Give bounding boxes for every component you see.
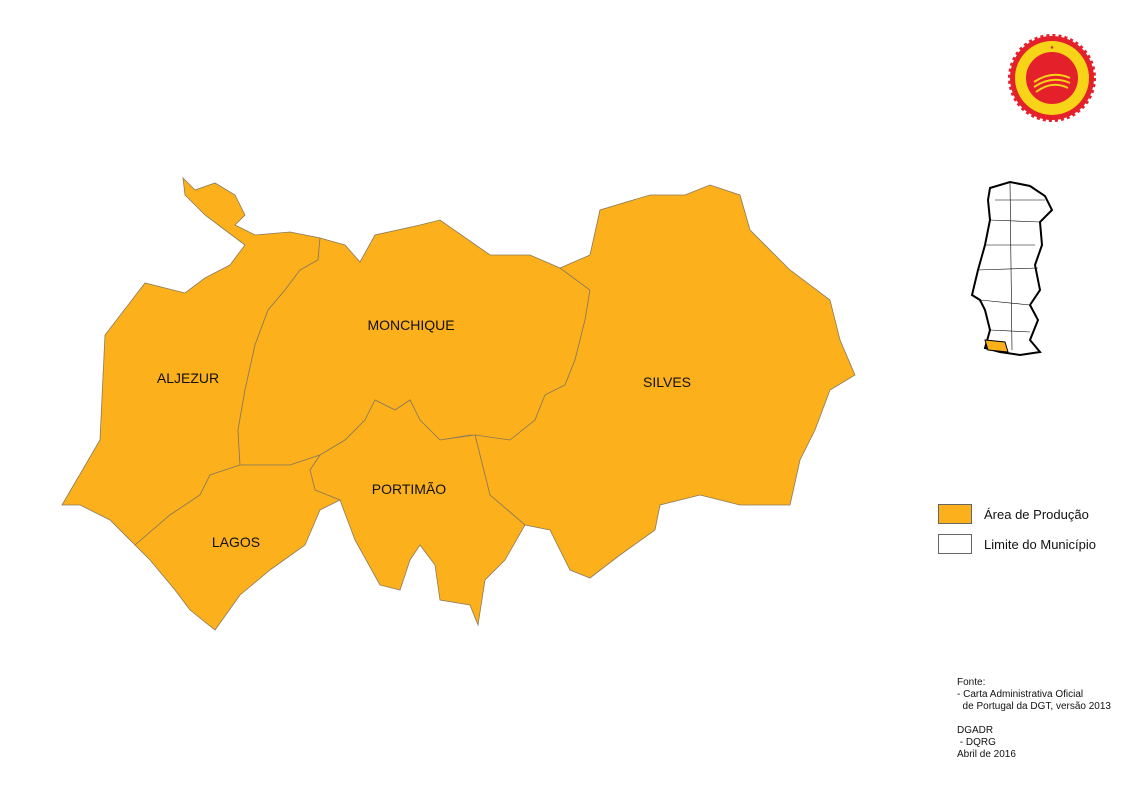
legend: Área de Produção Limite do Município — [938, 499, 1096, 559]
production-area-swatch — [938, 504, 972, 524]
source-line: de Portugal da DGT, versão 2013 — [957, 701, 1111, 712]
dop-seal-logo: ★ — [1008, 34, 1096, 122]
portugal-inset-map — [970, 180, 1054, 357]
label-lagos: LAGOS — [212, 534, 260, 550]
legend-item-municipality-boundary: Limite do Município — [938, 529, 1096, 559]
source-date: Abril de 2016 — [957, 749, 1016, 760]
source-organization: DGADR — [957, 725, 994, 736]
municipality-silves[interactable] — [474, 184, 856, 579]
source-department: - DQRG — [957, 737, 996, 748]
label-aljezur: ALJEZUR — [157, 370, 219, 386]
label-monchique: MONCHIQUE — [367, 317, 454, 333]
label-portimao: PORTIMÃO — [372, 481, 447, 497]
municipality-boundary-swatch — [938, 534, 972, 554]
source-heading: Fonte: — [957, 677, 986, 688]
municipality-lagos[interactable] — [134, 454, 341, 631]
source-line: - Carta Administrativa Oficial — [957, 689, 1084, 700]
legend-label: Área de Produção — [984, 506, 1089, 522]
legend-label: Limite do Município — [984, 536, 1096, 552]
svg-text:★: ★ — [1050, 45, 1055, 51]
source-notes: Fonte: - Carta Administrativa Oficial de … — [957, 677, 1111, 761]
legend-item-production-area: Área de Produção — [938, 499, 1096, 529]
label-silves: SILVES — [643, 374, 691, 390]
